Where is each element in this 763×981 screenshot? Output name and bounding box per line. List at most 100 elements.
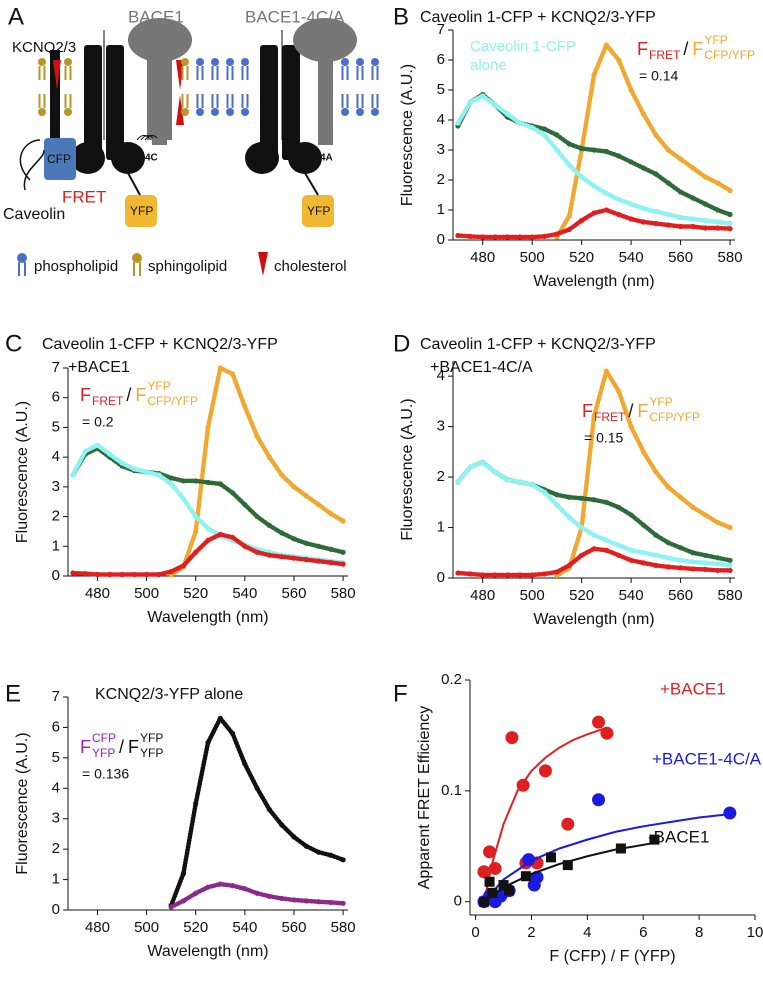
point (180, 496, 187, 502)
bace1-label: BACE1 (128, 7, 184, 26)
point (579, 217, 585, 224)
y-tick-label: 4 (437, 111, 445, 128)
ratio-label: YFP (704, 33, 727, 47)
lipid-head (371, 58, 379, 66)
y-tick-label: 5 (437, 81, 445, 98)
x-tick-label: 480 (85, 585, 110, 602)
point (516, 778, 530, 792)
point (340, 900, 346, 906)
ratio-label: / (628, 401, 633, 421)
point (653, 562, 659, 568)
channel-helix (106, 45, 124, 160)
chart-title: Caveolin 1-CFP + KCNQ2/3-YFP (42, 336, 278, 353)
point (665, 147, 671, 153)
x-tick-label: 540 (619, 587, 644, 604)
point (541, 126, 548, 132)
x-tick-label: 480 (470, 587, 495, 604)
chart-title: KCNQ2/3-YFP alone (95, 686, 243, 703)
ratio-label: F (135, 385, 146, 405)
x-tick-label: 500 (520, 249, 545, 266)
x-tick-label: 560 (281, 585, 306, 602)
point (328, 510, 334, 517)
lipid-tail (226, 94, 234, 108)
y-tick-label: 2 (52, 840, 60, 857)
point (303, 493, 309, 499)
point (592, 793, 606, 807)
point (480, 93, 486, 99)
point (266, 806, 273, 813)
point (520, 871, 531, 882)
y-axis-label: Apparent FRET Efficiency (416, 706, 433, 890)
point (603, 499, 609, 505)
point (254, 549, 260, 555)
yfp-label: YFP (130, 204, 153, 218)
point (477, 865, 491, 879)
y-tick-label: 4 (52, 448, 60, 465)
point (467, 233, 473, 239)
series-label: +BACE1-4C/A (652, 749, 762, 768)
lipid-tail (241, 94, 249, 108)
y-tick-label: 1 (437, 201, 445, 218)
lipid-head (241, 58, 249, 66)
point (467, 464, 473, 470)
point (603, 148, 609, 155)
point (229, 730, 236, 737)
point (649, 834, 660, 845)
y-axis-label: Fluorescence (A.U.) (399, 398, 416, 540)
legend-icons (17, 252, 268, 276)
point (702, 560, 708, 566)
lipid-tail (371, 66, 379, 80)
point (205, 740, 211, 746)
series-line (455, 92, 733, 217)
point (504, 111, 511, 117)
point (677, 545, 684, 551)
point (600, 726, 614, 740)
lipid-tail (211, 66, 219, 80)
point (702, 225, 708, 231)
lipid-head (181, 58, 189, 66)
point (727, 557, 733, 563)
point (303, 540, 309, 546)
y-tick-label: 0.1 (441, 782, 462, 799)
point (315, 849, 322, 855)
point (483, 845, 497, 859)
point (517, 120, 523, 126)
point (653, 532, 659, 538)
point (640, 111, 647, 117)
point (279, 895, 285, 902)
point (715, 225, 721, 231)
y-axis-label: Fluorescence (A.U.) (14, 401, 31, 543)
point (561, 817, 575, 831)
point (180, 478, 187, 484)
y-tick-label: 6 (437, 51, 445, 68)
point (677, 494, 684, 500)
point (119, 460, 125, 466)
point (193, 800, 199, 807)
point (715, 567, 721, 574)
lipid-tail (196, 66, 204, 80)
point (193, 513, 199, 520)
point (690, 165, 696, 171)
point (579, 552, 585, 558)
point (616, 196, 622, 203)
ratio-label: / (119, 737, 124, 757)
cfp-label: CFP (47, 152, 71, 166)
x-tick-label: 520 (569, 249, 594, 266)
point (566, 141, 572, 147)
lipid-head (356, 58, 364, 66)
lipid-tail (211, 94, 219, 108)
point (455, 479, 461, 485)
point (640, 219, 647, 225)
point (94, 571, 101, 578)
channel-domain (288, 142, 322, 174)
point (566, 213, 572, 219)
point (566, 226, 572, 233)
point (665, 564, 671, 570)
point (217, 531, 223, 538)
point (628, 159, 634, 165)
point (640, 165, 647, 171)
ratio-label: F (637, 401, 648, 421)
point (242, 543, 248, 549)
phospholipid-icon (17, 253, 27, 263)
point (315, 502, 322, 508)
